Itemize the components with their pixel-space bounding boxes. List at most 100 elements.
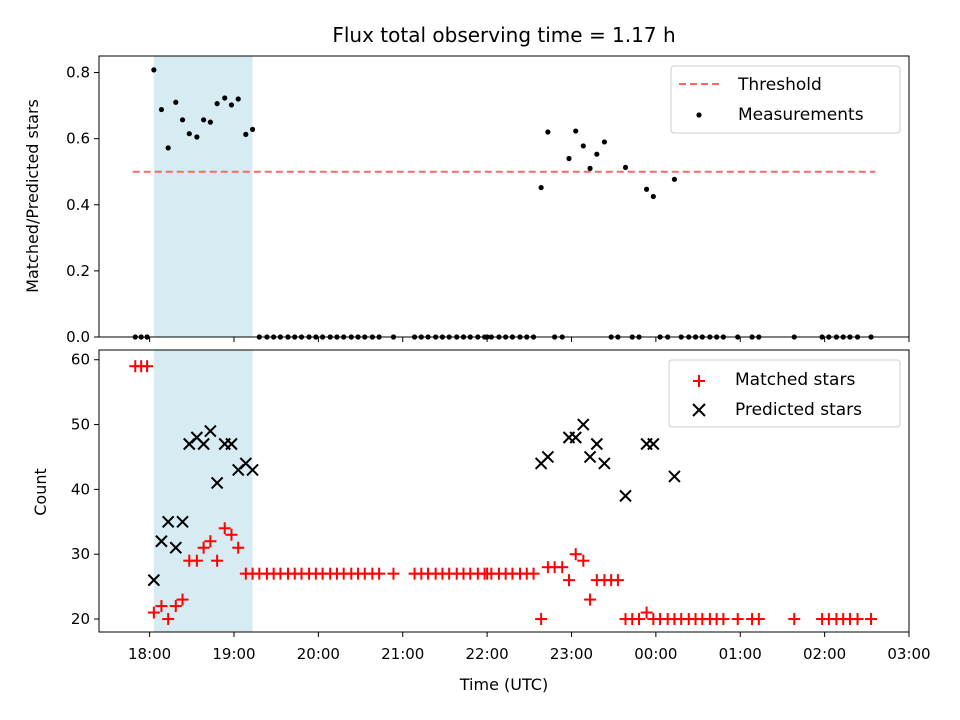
predicted-star-point xyxy=(668,470,681,483)
predicted-star-point xyxy=(246,463,259,477)
matched-star-point xyxy=(141,360,154,373)
legend-threshold-label: Threshold xyxy=(737,75,822,95)
bottom-x-tick-label: 01:00 xyxy=(719,645,762,663)
matched-star-point xyxy=(562,574,575,587)
measurement-point xyxy=(601,139,608,145)
bottom-shaded-interval xyxy=(153,350,253,632)
x-axis-label: Time (UTC) xyxy=(459,675,548,694)
measurement-point xyxy=(165,145,171,151)
bottom-x-tick-label: 20:00 xyxy=(297,645,340,663)
measurement-point xyxy=(194,134,200,140)
bottom-x-tick-label: 22:00 xyxy=(466,645,509,663)
top-y-tick-label: 0.4 xyxy=(66,196,90,214)
top-panel: 0.00.20.40.60.8 Matched/Predicted stars … xyxy=(23,55,910,346)
matched-star-point xyxy=(535,613,548,626)
predicted-star-point xyxy=(541,450,555,464)
matched-star-point xyxy=(731,613,744,626)
matched-star-point xyxy=(197,541,210,554)
measurement-point xyxy=(545,129,551,135)
measurement-point xyxy=(671,176,678,182)
legend-measurements-label: Measurements xyxy=(738,105,864,125)
matched-star-point xyxy=(373,567,386,580)
matched-star-point xyxy=(387,567,400,580)
bottom-x-tick-label: 02:00 xyxy=(803,645,846,663)
measurement-point xyxy=(573,128,579,134)
legend-matched-label: Matched stars xyxy=(735,370,855,390)
measurement-point xyxy=(173,99,179,105)
measurement-point xyxy=(222,95,228,101)
measurement-point xyxy=(538,184,544,191)
matched-star-point xyxy=(640,606,653,619)
measurement-point xyxy=(201,117,207,123)
predicted-star-point xyxy=(204,424,217,438)
measurement-point xyxy=(566,155,572,162)
measurement-point xyxy=(179,117,186,123)
bottom-x-tick-label: 00:00 xyxy=(634,645,677,663)
matched-star-point xyxy=(218,522,231,535)
bottom-y-tick-label: 60 xyxy=(71,351,90,369)
bottom-y-tick-label: 30 xyxy=(71,545,90,563)
predicted-star-point xyxy=(577,418,590,431)
measurement-point xyxy=(594,151,600,157)
matched-star-point xyxy=(204,535,217,548)
top-y-tick-label: 0.0 xyxy=(66,328,90,346)
measurement-point xyxy=(214,101,220,107)
predicted-star-point xyxy=(583,450,597,464)
bottom-x-tick-label: 21:00 xyxy=(381,645,424,663)
matched-star-point xyxy=(577,554,590,567)
bottom-y-axis-label: Count xyxy=(31,468,50,516)
measurement-point xyxy=(643,186,650,192)
top-y-tick-label: 0.2 xyxy=(66,262,90,280)
measurement-point xyxy=(151,67,157,73)
bottom-legend: Matched stars Predicted stars xyxy=(668,359,901,428)
measurement-point xyxy=(186,131,192,137)
matched-star-point xyxy=(569,548,582,561)
predicted-star-point xyxy=(647,437,660,451)
matched-star-point xyxy=(147,606,160,619)
legend-predicted-swatch xyxy=(692,403,706,417)
matched-star-point xyxy=(232,541,245,554)
legend-measurements-swatch xyxy=(696,112,702,118)
matched-star-point xyxy=(633,613,645,626)
top-shaded-band xyxy=(153,56,253,337)
matched-star-point xyxy=(211,554,224,567)
matched-star-point xyxy=(611,574,624,587)
matched-star-point xyxy=(176,593,189,606)
bottom-x-tick-label: 19:00 xyxy=(212,645,255,663)
predicted-star-point xyxy=(569,431,582,444)
matched-star-point xyxy=(865,613,878,626)
matched-star-point xyxy=(162,613,175,626)
predicted-star-point xyxy=(155,535,168,548)
top-axes: 0.0 0.2 0.4 0.6 0.8 xyxy=(66,55,910,346)
measurement-point xyxy=(622,164,629,171)
top-plot-frame xyxy=(98,55,910,338)
matched-star-point xyxy=(717,613,730,626)
bottom-y-tick-label: 50 xyxy=(71,416,90,434)
bottom-x-tick-label: 03:00 xyxy=(887,645,930,663)
top-legend-box xyxy=(670,65,901,134)
top-y-axis-label: Matched/Predicted stars xyxy=(23,99,42,293)
matched-star-point xyxy=(169,600,182,613)
top-y-tick-label: 0.8 xyxy=(66,64,90,82)
predicted-star-point xyxy=(176,515,189,529)
matched-star-point xyxy=(788,613,801,626)
bottom-y-tick-label: 40 xyxy=(71,480,90,498)
matched-star-point xyxy=(225,528,238,541)
predicted-star-point xyxy=(169,541,182,554)
predicted-star-point xyxy=(590,437,604,451)
top-y-tick-label: 0.6 xyxy=(66,130,90,148)
matched-star-point xyxy=(556,561,569,574)
measurement-point xyxy=(249,126,256,132)
measurement-point xyxy=(228,102,235,108)
measurement-point xyxy=(580,143,586,149)
measurement-point xyxy=(235,96,241,102)
measurement-point xyxy=(243,131,249,137)
measurement-point xyxy=(158,106,165,113)
matched-star-point xyxy=(752,613,765,626)
bottom-x-tick-label: 23:00 xyxy=(550,645,593,663)
predicted-star-point xyxy=(225,437,238,451)
bottom-shaded-band xyxy=(153,350,253,632)
legend-matched-swatch xyxy=(693,375,705,387)
matched-star-point xyxy=(190,554,203,567)
